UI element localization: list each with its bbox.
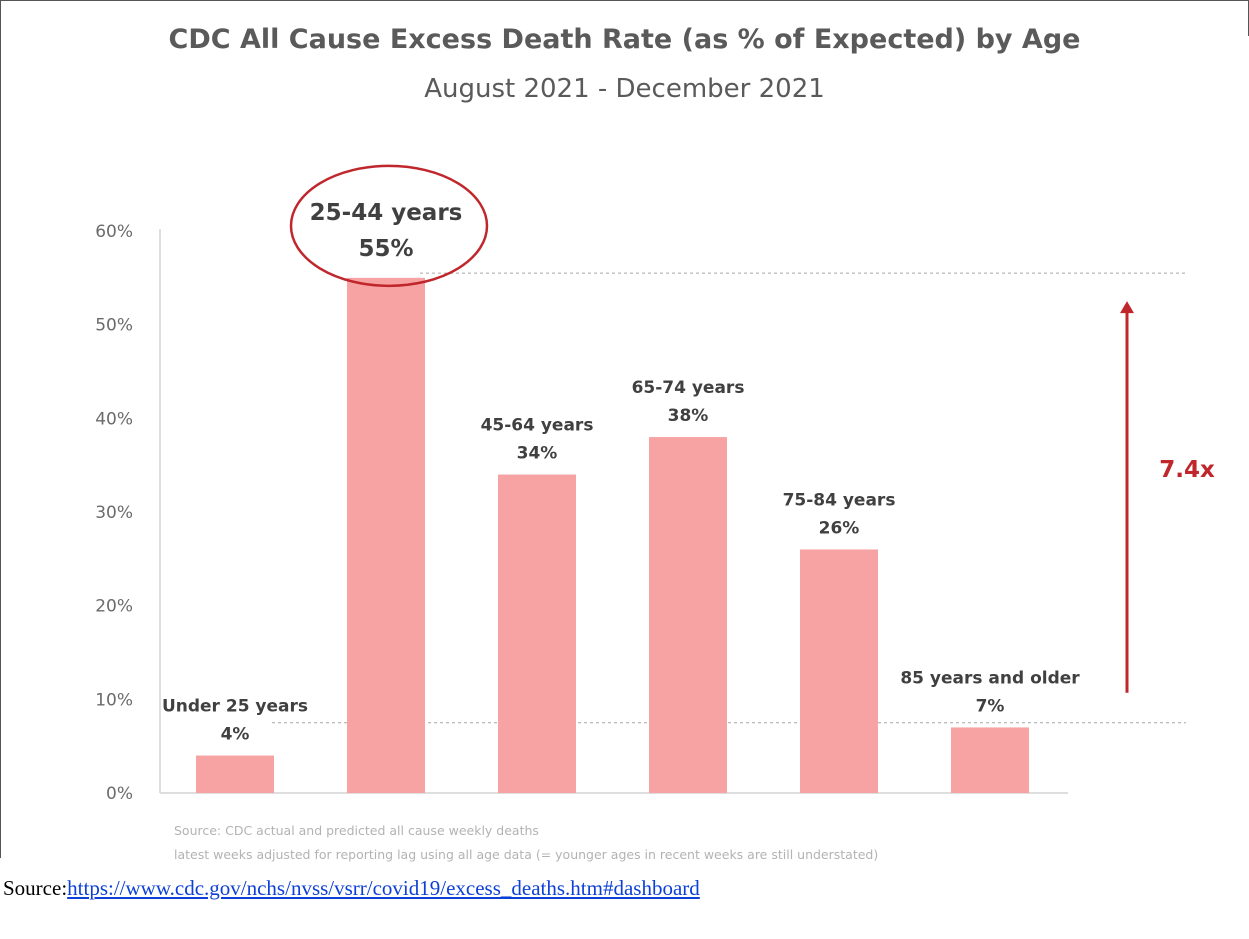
source-line: Source:https://www.cdc.gov/nchs/nvss/vsr… [3, 876, 700, 901]
bar-value-label: 55% [358, 236, 413, 262]
y-tick-label: 20% [95, 597, 133, 617]
chart-title: CDC All Cause Excess Death Rate (as % of… [168, 24, 1081, 55]
bar [951, 727, 1029, 793]
y-tick-label: 0% [106, 784, 133, 804]
bar [196, 755, 274, 793]
bar-chart: 0% 10% 20% 30% 40% 50% 60% Under 25 years 4% 25-4… [95, 164, 1215, 804]
y-tick-label: 40% [95, 409, 133, 429]
bar-category-label: 45-64 years [481, 416, 594, 436]
bar-value-label: 38% [668, 406, 709, 426]
y-tick-label: 30% [95, 503, 133, 523]
bar-category-label: Under 25 years [162, 697, 308, 717]
ratio-arrow-head [1120, 301, 1134, 314]
bar [498, 474, 576, 793]
chart-note-adjustment: latest weeks adjusted for reporting lag … [174, 847, 879, 862]
y-tick-label: 60% [95, 222, 133, 242]
chart-frame [0, 0, 1248, 858]
source-label: Source: [3, 876, 68, 900]
bar-value-label: 34% [517, 444, 558, 464]
bar-value-label: 4% [221, 725, 250, 745]
bar [347, 277, 425, 793]
bar-category-label: 85 years and older [900, 668, 1080, 688]
bar-category-label: 65-74 years [632, 378, 745, 398]
y-tick-label: 10% [95, 690, 133, 710]
source-link[interactable]: https://www.cdc.gov/nchs/nvss/vsrr/covid… [67, 876, 700, 900]
ratio-annotation-label: 7.4x [1159, 457, 1215, 483]
bar [649, 437, 727, 793]
bar [800, 549, 878, 793]
bar-value-label: 7% [976, 696, 1005, 716]
highlight-circle [289, 164, 489, 288]
chart-subtitle: August 2021 - December 2021 [424, 74, 825, 104]
bar-category-label: 25-44 years [310, 200, 463, 226]
y-tick-label: 50% [95, 316, 133, 336]
bar-value-label: 26% [819, 518, 860, 538]
bar-category-label: 75-84 years [783, 490, 896, 510]
chart-note-source: Source: CDC actual and predicted all cau… [174, 823, 539, 838]
